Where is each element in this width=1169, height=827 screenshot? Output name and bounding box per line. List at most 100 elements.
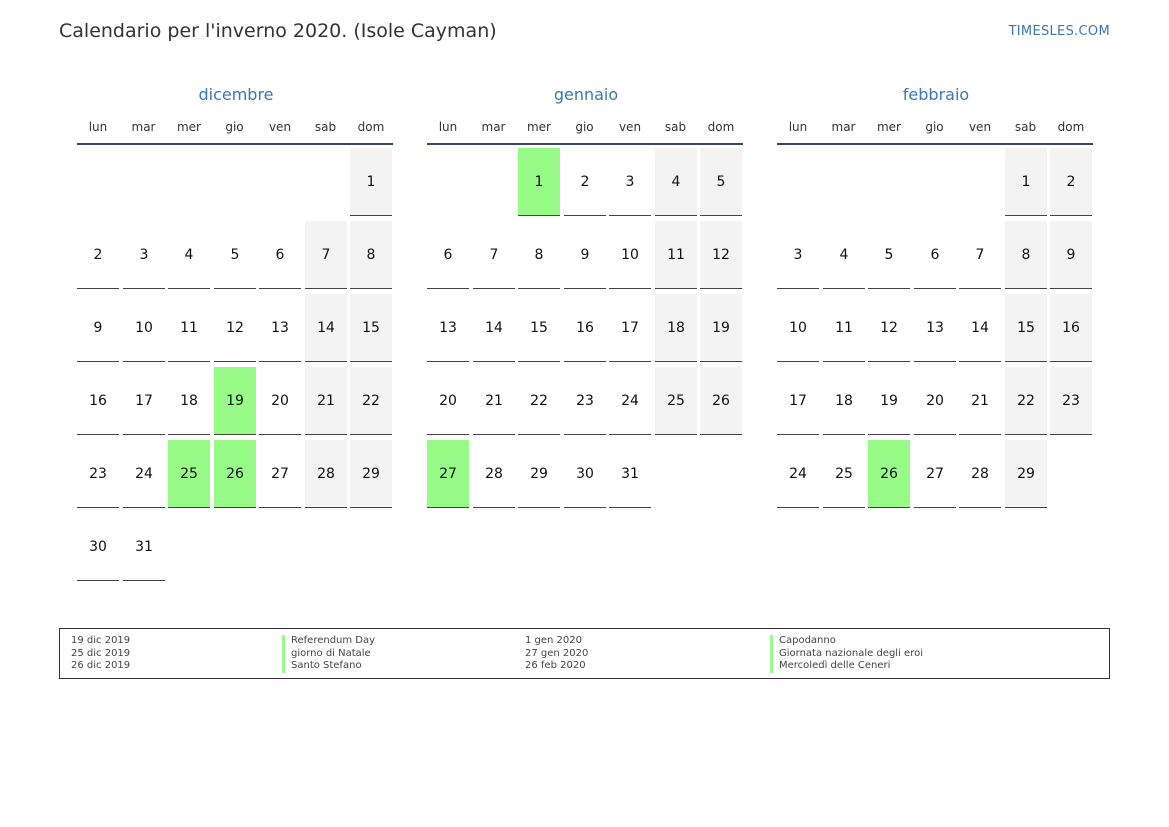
calendar-day[interactable]: 13	[427, 294, 469, 362]
calendar-day[interactable]: 26	[868, 440, 910, 508]
calendar-day[interactable]: 11	[823, 294, 865, 362]
calendar-day[interactable]: 7	[473, 221, 515, 289]
calendar-day[interactable]: 23	[564, 367, 606, 435]
legend-date: 26 feb 2020	[525, 660, 586, 671]
weekday-header: lun mar mer gio ven sab dom	[427, 118, 743, 145]
brand-link[interactable]: TIMESLES.COM	[1008, 24, 1110, 39]
legend-date: 25 dic 2019	[71, 647, 131, 659]
calendar-day[interactable]: 3	[609, 148, 651, 216]
calendar-day[interactable]: 14	[473, 294, 515, 362]
calendar-day[interactable]: 17	[777, 367, 819, 435]
weekday-header: lun mar mer gio ven sab dom	[77, 118, 393, 145]
calendar-day[interactable]: 15	[1005, 294, 1047, 362]
calendar-day[interactable]: 16	[564, 294, 606, 362]
calendar-day[interactable]: 6	[427, 221, 469, 289]
calendar-day[interactable]: 22	[1005, 367, 1047, 435]
calendar-day[interactable]: 27	[427, 440, 469, 508]
calendar-day[interactable]: 26	[700, 367, 742, 435]
calendar-day[interactable]: 2	[564, 148, 606, 216]
calendar-day[interactable]: 9	[77, 294, 119, 362]
calendar-day[interactable]: 15	[350, 294, 392, 362]
calendar-day[interactable]: 4	[823, 221, 865, 289]
calendar-day[interactable]: 22	[350, 367, 392, 435]
calendar-day[interactable]: 7	[305, 221, 347, 289]
calendar-day[interactable]: 4	[655, 148, 697, 216]
calendar-day[interactable]: 12	[700, 221, 742, 289]
calendar-day[interactable]: 17	[123, 367, 165, 435]
calendar-day[interactable]: 24	[609, 367, 651, 435]
calendar-day[interactable]: 10	[777, 294, 819, 362]
calendar-day[interactable]: 19	[214, 367, 256, 435]
calendar-day[interactable]: 9	[1050, 221, 1092, 289]
calendar-day[interactable]: 11	[655, 221, 697, 289]
calendar-day[interactable]: 6	[259, 221, 301, 289]
calendar-day[interactable]: 24	[777, 440, 819, 508]
calendar-day[interactable]: 4	[168, 221, 210, 289]
weekday-label: gio	[925, 120, 944, 134]
calendar-day[interactable]: 11	[168, 294, 210, 362]
calendar-day[interactable]: 5	[214, 221, 256, 289]
calendar-day[interactable]: 8	[1005, 221, 1047, 289]
calendar-day[interactable]: 17	[609, 294, 651, 362]
calendar-day[interactable]: 15	[518, 294, 560, 362]
calendar-day[interactable]: 1	[518, 148, 560, 216]
weekday-label: gio	[225, 120, 244, 134]
calendar-day[interactable]: 25	[823, 440, 865, 508]
calendar-day[interactable]: 1	[1005, 148, 1047, 216]
calendar-day[interactable]: 10	[609, 221, 651, 289]
calendar-day[interactable]: 28	[305, 440, 347, 508]
calendar-day[interactable]: 31	[123, 513, 165, 581]
calendar-day[interactable]: 23	[77, 440, 119, 508]
calendar-day[interactable]: 13	[914, 294, 956, 362]
calendar-day[interactable]: 5	[868, 221, 910, 289]
calendar-day[interactable]: 2	[77, 221, 119, 289]
calendar-day[interactable]: 22	[518, 367, 560, 435]
calendar-day[interactable]: 19	[700, 294, 742, 362]
calendar-day[interactable]: 20	[914, 367, 956, 435]
calendar-day[interactable]: 1	[350, 148, 392, 216]
calendar-day[interactable]: 20	[259, 367, 301, 435]
calendar-day[interactable]: 25	[655, 367, 697, 435]
calendar-day[interactable]: 6	[914, 221, 956, 289]
calendar-day[interactable]: 28	[959, 440, 1001, 508]
calendar-day[interactable]: 21	[959, 367, 1001, 435]
calendar-day[interactable]: 25	[168, 440, 210, 508]
calendar-day[interactable]: 28	[473, 440, 515, 508]
calendar-day[interactable]: 10	[123, 294, 165, 362]
calendar-day[interactable]: 8	[350, 221, 392, 289]
calendar-day[interactable]: 26	[214, 440, 256, 508]
calendar-day[interactable]: 18	[823, 367, 865, 435]
calendar-day[interactable]: 3	[777, 221, 819, 289]
calendar-day[interactable]: 20	[427, 367, 469, 435]
calendar-day[interactable]: 31	[609, 440, 651, 508]
calendar-day[interactable]: 7	[959, 221, 1001, 289]
calendar-day[interactable]: 23	[1050, 367, 1092, 435]
calendar-day[interactable]: 21	[473, 367, 515, 435]
calendar-day[interactable]: 29	[518, 440, 560, 508]
calendar-day[interactable]: 27	[259, 440, 301, 508]
calendar-day[interactable]: 29	[1005, 440, 1047, 508]
calendar-day[interactable]: 30	[564, 440, 606, 508]
calendar-day[interactable]: 5	[700, 148, 742, 216]
calendar-day[interactable]: 27	[914, 440, 956, 508]
calendar-day[interactable]: 12	[868, 294, 910, 362]
calendar-day[interactable]: 8	[518, 221, 560, 289]
calendar-day[interactable]: 29	[350, 440, 392, 508]
calendar-day[interactable]: 2	[1050, 148, 1092, 216]
page-title: Calendario per l'inverno 2020. (Isole Ca…	[59, 20, 497, 42]
weekday-label: dom	[357, 120, 385, 134]
calendar-day[interactable]: 19	[868, 367, 910, 435]
calendar-day[interactable]: 16	[1050, 294, 1092, 362]
calendar-day[interactable]: 14	[959, 294, 1001, 362]
calendar-day[interactable]: 16	[77, 367, 119, 435]
calendar-day[interactable]: 14	[305, 294, 347, 362]
calendar-day[interactable]: 13	[259, 294, 301, 362]
calendar-day[interactable]: 24	[123, 440, 165, 508]
calendar-day[interactable]: 21	[305, 367, 347, 435]
calendar-day[interactable]: 3	[123, 221, 165, 289]
calendar-day[interactable]: 12	[214, 294, 256, 362]
calendar-day[interactable]: 9	[564, 221, 606, 289]
calendar-day[interactable]: 18	[168, 367, 210, 435]
calendar-day[interactable]: 18	[655, 294, 697, 362]
calendar-day[interactable]: 30	[77, 513, 119, 581]
